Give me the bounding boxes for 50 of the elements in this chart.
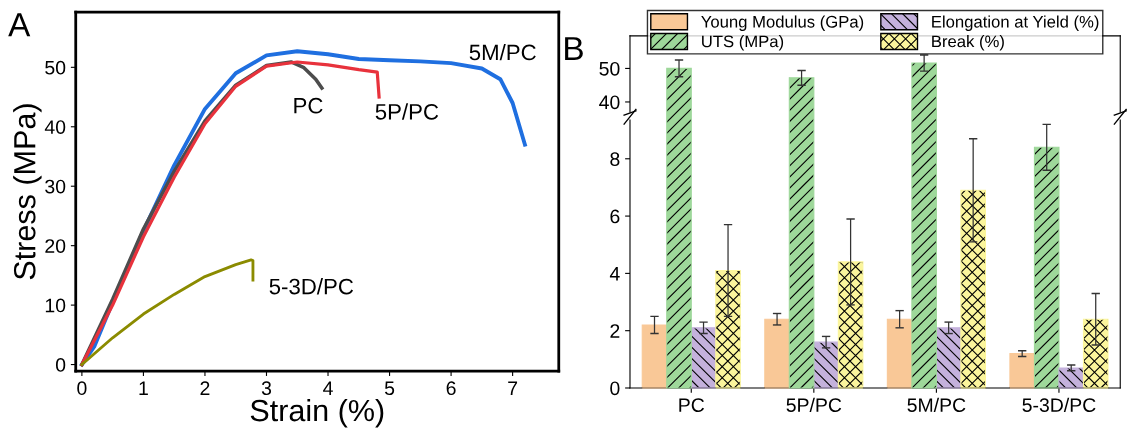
y-tick-label: 8 [610,152,620,167]
x-tick-label: 6 [446,381,456,396]
x-tick-label: 5-3D/PC [1022,397,1096,412]
legend-label: Break (%) [932,35,1004,51]
x-tick-label: 5 [384,381,395,396]
y-axis-title: Stress (MPa) [13,104,42,280]
y-tick-label: 40 [44,120,66,135]
y-tick-label: 6 [610,209,620,224]
x-tick-label: 2 [200,381,210,395]
series-label: 5P/PC [375,103,439,120]
y-tick-label: 2 [610,324,620,338]
text: B [565,37,583,61]
legend-label: Young Modulus (GPa) [701,15,864,31]
x-tick-label: 0 [77,381,87,396]
y-tick-label: 30 [45,179,66,194]
bar [1033,146,1060,388]
y-tick-label: 50 [45,60,66,75]
x-tick-label: 1 [139,381,148,395]
y-tick-label: 4 [609,267,620,281]
x-tick-label: 7 [508,381,518,395]
bar [886,318,913,388]
y-tick-label: 50 [599,61,620,76]
x-axis-title: Strain (%) [250,398,384,428]
x-tick-label: 4 [323,381,333,395]
y-tick-label: 40 [599,95,620,110]
line-series [80,258,255,366]
bar [837,261,864,388]
legend-label: Elongation at Yield (%) [932,15,1099,31]
series-label: 5M/PC [469,43,536,61]
y-tick-label: 0 [55,358,66,372]
bar [1009,353,1036,388]
y-tick-label: 10 [45,298,66,313]
x-tick-label: 3 [261,381,272,396]
bar [935,327,962,388]
bar [813,341,839,388]
x-tick-label: 5M/PC [907,397,966,412]
x-tick-label: 5P/PC [786,397,842,412]
y-tick-label: 20 [45,239,66,253]
bar [715,269,741,388]
legend-label: UTS (MPa) [702,35,784,51]
bar [960,189,986,388]
series-label: 5-3D/PC [269,278,354,295]
bar [1058,367,1085,388]
text: A [8,13,31,37]
bar [764,318,790,388]
x-tick-label: PC [679,398,705,412]
bar [641,324,668,388]
bar [1082,318,1109,388]
series-label: PC [294,97,323,114]
bar [690,327,717,388]
